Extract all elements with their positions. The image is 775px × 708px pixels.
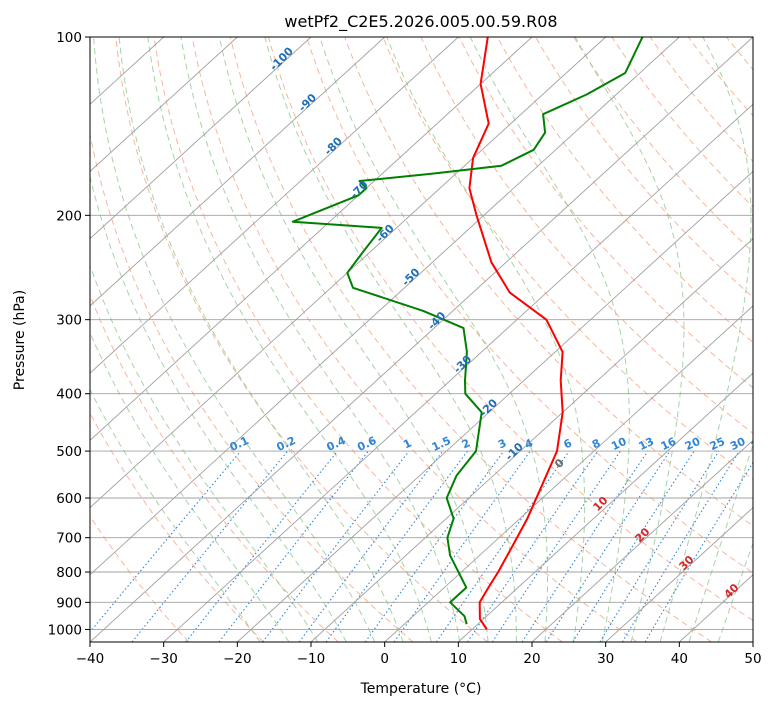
mixing-ratio-line <box>572 450 695 642</box>
isotherm-line <box>90 37 238 173</box>
x-tick-label: 40 <box>671 651 688 667</box>
moist-adiabat-line <box>574 37 685 642</box>
y-tick-label: 200 <box>56 208 82 224</box>
mixing-ratio-line <box>90 450 242 633</box>
x-tick-label: −40 <box>76 651 105 667</box>
moist-adiabat-line <box>93 37 376 642</box>
isotherm-line <box>90 37 386 307</box>
temperature-line <box>468 37 564 630</box>
moist-adiabat-line <box>90 331 290 642</box>
mixing-ratio-label: 36 <box>749 435 769 453</box>
dry-adiabat-line <box>90 515 190 642</box>
x-tick-label: −20 <box>223 651 252 667</box>
dry-adiabat-line <box>191 37 638 642</box>
mixing-ratio-line <box>521 450 649 642</box>
y-tick-label: 700 <box>56 531 82 547</box>
mixing-ratio-line <box>298 450 444 642</box>
x-tick-label: 50 <box>744 651 761 667</box>
isotherm-line <box>236 170 753 642</box>
mixing-ratio-label: 16 <box>659 435 679 453</box>
isotherm-line <box>90 37 607 509</box>
moist-adiabat-line <box>386 37 586 642</box>
moist-adiabat-line <box>688 442 753 642</box>
dry-adiabat-line <box>535 37 753 298</box>
isotherm-line <box>90 37 680 576</box>
x-axis-label: Temperature (°C) <box>360 681 482 697</box>
moist-adiabat-line <box>264 37 517 642</box>
isotherm-line <box>90 37 312 240</box>
isotherm-line <box>384 305 753 642</box>
dry-adiabat-line <box>382 37 753 481</box>
moist-adiabat-line <box>90 263 319 642</box>
mixing-ratio-line <box>621 450 740 642</box>
chart-title: wetPf2_C2E5.2026.005.00.59.R08 <box>284 12 557 32</box>
y-tick-label: 400 <box>56 387 82 403</box>
y-tick-label: 300 <box>56 313 82 329</box>
x-tick-label: −10 <box>297 651 326 667</box>
moist-adiabat-line <box>118 37 404 642</box>
moist-adiabat-line <box>717 541 753 642</box>
dry-adiabat-line <box>765 37 775 642</box>
mixing-ratio-label: 25 <box>708 435 727 453</box>
y-tick-label: 800 <box>56 565 82 581</box>
mixing-ratio-line <box>325 450 468 642</box>
mixing-ratio-line <box>467 450 599 642</box>
x-tick-label: 10 <box>450 651 467 667</box>
moist-adiabat-line <box>90 388 261 642</box>
dewpoint-line <box>291 37 644 625</box>
moist-adiabat-line <box>469 37 630 642</box>
mixing-ratio-line <box>364 450 505 642</box>
y-tick-label: 100 <box>56 30 82 46</box>
axis-layer: −40 −30 −20 −10 0 10 20 30 40 50 1000 900 800 700 600 5… <box>48 30 762 667</box>
moist-adiabat-line <box>90 174 347 642</box>
mixing-ratio-line <box>262 450 410 642</box>
dry-adiabat-line <box>496 37 753 344</box>
x-tick-label: 30 <box>597 651 614 667</box>
dry-adiabat-line <box>153 37 563 642</box>
isotherm-line <box>531 439 753 642</box>
dry-adiabat-line <box>268 37 753 622</box>
mixing-ratio-label: 13 <box>637 435 656 453</box>
mixing-ratio-line <box>545 450 671 642</box>
dry-adiabat-line <box>115 37 488 642</box>
y-axis-label: Pressure (hPa) <box>12 290 28 390</box>
mixing-ratio-line <box>491 450 621 642</box>
y-tick-label: 1000 <box>48 622 82 638</box>
mixing-ratio-line <box>435 450 570 642</box>
mixing-ratio-label: 30 <box>728 435 748 453</box>
y-tick-label: 900 <box>56 595 82 611</box>
y-tick-label: 500 <box>56 444 82 460</box>
mixing-ratio-label: 10 <box>609 435 629 453</box>
isotherm-line <box>163 103 753 642</box>
isotherm-line <box>90 37 533 441</box>
isotherm-line <box>310 238 753 642</box>
grid-layer <box>90 37 775 642</box>
x-tick-label: −30 <box>149 651 178 667</box>
moist-adiabat-line <box>147 37 432 642</box>
y-tick-label: 600 <box>56 491 82 507</box>
mixing-ratio-line <box>131 450 289 642</box>
dry-adiabat-line <box>90 412 264 642</box>
mixing-ratio-line <box>185 450 339 642</box>
dry-adiabat-line <box>229 37 712 642</box>
mixing-ratio-label: 20 <box>683 435 703 453</box>
x-tick-label: 0 <box>380 651 389 667</box>
moist-adiabat-line <box>659 37 752 642</box>
moist-adiabat-line <box>218 37 489 642</box>
isotherm-line <box>90 37 459 374</box>
plot-frame <box>89 36 754 643</box>
isotherm-line <box>752 641 753 642</box>
series-layer <box>291 37 644 630</box>
isotherm-line <box>90 37 753 642</box>
dry-adiabat-line <box>90 131 414 642</box>
isotherm-line <box>457 372 753 642</box>
dry-adiabat-line <box>306 37 753 574</box>
x-tick-label: 20 <box>523 651 540 667</box>
moist-adiabat-line <box>180 37 461 642</box>
isotherm-line <box>605 506 753 642</box>
